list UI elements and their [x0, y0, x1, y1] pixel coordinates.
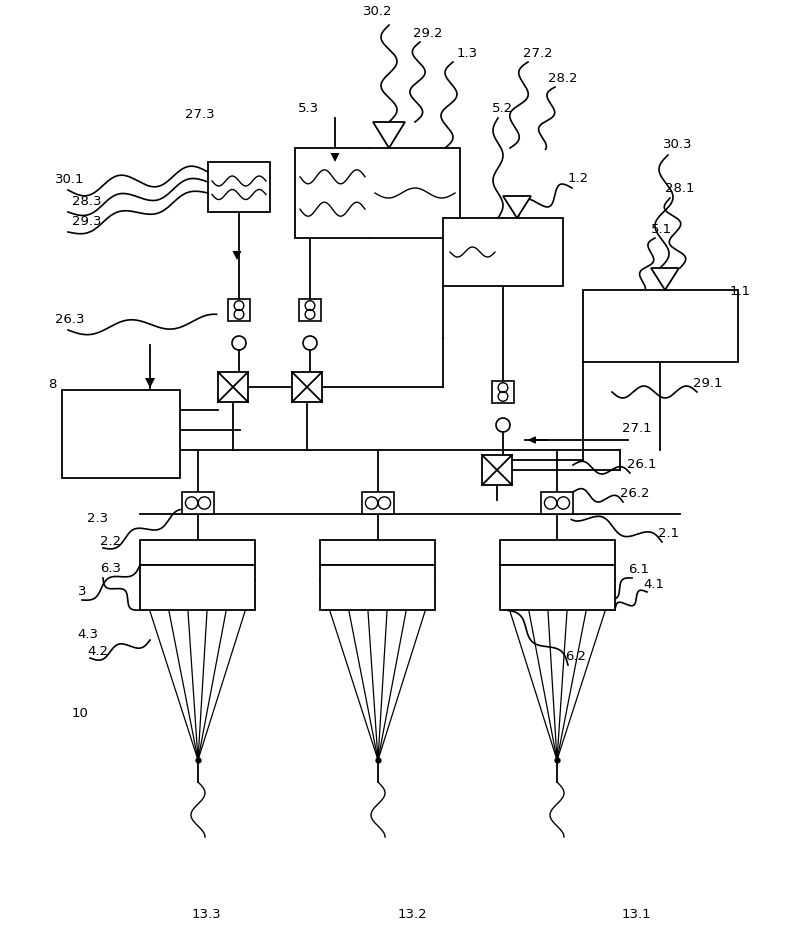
Text: 27.1: 27.1 — [622, 422, 652, 435]
Bar — [541, 492, 573, 514]
Bar — [500, 540, 615, 565]
Text: 5.1: 5.1 — [651, 223, 672, 236]
Text: 13.1: 13.1 — [622, 908, 652, 921]
Text: 8: 8 — [48, 378, 56, 391]
Bar — [140, 565, 255, 610]
Bar — [492, 381, 514, 403]
Bar — [583, 290, 738, 362]
Text: 5.2: 5.2 — [492, 102, 513, 115]
Bar — [362, 492, 394, 514]
Text: 28.3: 28.3 — [72, 195, 102, 208]
Text: 6.2: 6.2 — [565, 650, 586, 663]
Bar — [482, 455, 512, 485]
Text: 4.3: 4.3 — [77, 628, 98, 641]
Bar — [228, 299, 250, 321]
Text: 28.1: 28.1 — [665, 182, 694, 195]
Text: 4.1: 4.1 — [643, 578, 664, 591]
Bar — [292, 372, 322, 402]
Text: 29.1: 29.1 — [693, 377, 722, 390]
Text: 1.2: 1.2 — [568, 172, 589, 185]
Bar — [295, 148, 460, 238]
Bar — [208, 162, 270, 212]
Bar — [443, 218, 563, 286]
Text: 27.3: 27.3 — [185, 108, 214, 121]
Bar — [500, 565, 615, 610]
Text: 5.3: 5.3 — [298, 102, 319, 115]
Text: 26.1: 26.1 — [627, 458, 657, 471]
Text: 1.1: 1.1 — [730, 285, 751, 298]
Bar — [62, 390, 180, 478]
Polygon shape — [145, 378, 155, 388]
Bar — [218, 372, 248, 402]
Text: 26.3: 26.3 — [55, 313, 85, 326]
Polygon shape — [373, 122, 405, 148]
Text: 26.2: 26.2 — [620, 487, 650, 500]
Bar — [299, 299, 321, 321]
Text: 2.2: 2.2 — [100, 535, 121, 548]
Text: 13.3: 13.3 — [192, 908, 222, 921]
Text: 3: 3 — [78, 585, 86, 598]
Text: 29.2: 29.2 — [413, 27, 442, 40]
Text: 10: 10 — [72, 707, 89, 720]
Text: 2.1: 2.1 — [658, 527, 679, 540]
Text: 30.3: 30.3 — [663, 138, 693, 151]
Text: 6.1: 6.1 — [628, 563, 649, 576]
Polygon shape — [503, 196, 531, 218]
Text: 29.3: 29.3 — [72, 215, 102, 228]
Text: 27.2: 27.2 — [523, 47, 553, 60]
Text: 6.3: 6.3 — [100, 562, 121, 575]
Bar — [320, 565, 435, 610]
Bar — [320, 540, 435, 565]
Text: 4.2: 4.2 — [87, 645, 108, 658]
Text: 30.2: 30.2 — [363, 5, 393, 18]
Polygon shape — [330, 153, 339, 162]
Polygon shape — [233, 251, 242, 260]
Bar — [182, 492, 214, 514]
Polygon shape — [651, 268, 679, 290]
Text: 30.1: 30.1 — [55, 173, 85, 186]
Bar — [140, 540, 255, 565]
Text: 28.2: 28.2 — [548, 72, 578, 85]
Text: 1.3: 1.3 — [457, 47, 478, 60]
Text: 13.2: 13.2 — [398, 908, 428, 921]
Text: 2.3: 2.3 — [87, 512, 108, 525]
